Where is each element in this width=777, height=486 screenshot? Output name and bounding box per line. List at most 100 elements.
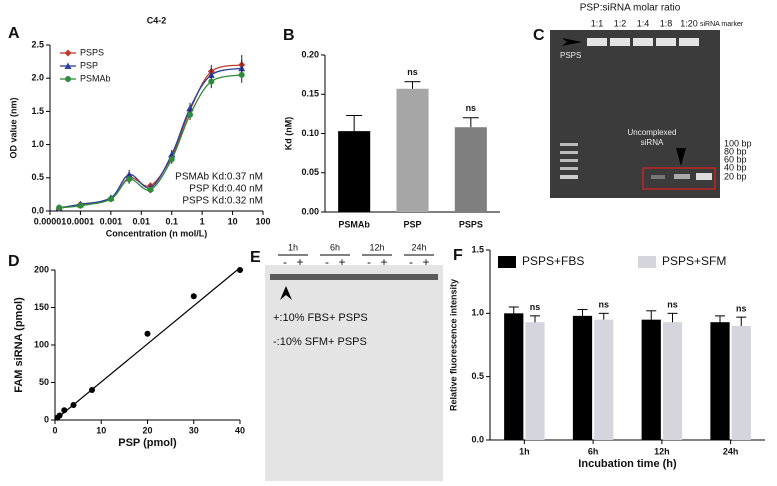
- arrow: [676, 148, 686, 166]
- y-tick-label: 150: [34, 302, 49, 312]
- y-axis-label: FAM siRNA (pmol): [13, 297, 25, 393]
- band: [679, 38, 699, 46]
- legend-label: PSP: [80, 60, 98, 70]
- point: [207, 71, 215, 78]
- x-tick-label: PSP: [403, 219, 421, 229]
- x-axis-label: Concentration (n mol/L): [106, 228, 208, 238]
- point: [208, 78, 215, 85]
- legend-label: PSPS: [80, 47, 104, 57]
- point: [77, 202, 84, 209]
- x-tick-label: 10: [228, 216, 238, 226]
- x-tick-label: 0: [52, 425, 57, 435]
- y-tick-label: 1.0: [31, 139, 44, 149]
- gel-title: PSP:siRNA molar ratio: [580, 3, 681, 14]
- significance: ns: [466, 103, 477, 113]
- x-tick-label: 0.01: [133, 216, 151, 226]
- gel-c: C PSP:siRNA molar ratio 1:1 1:2 1:4 1:8 …: [533, 3, 752, 198]
- sign: +: [422, 255, 429, 269]
- y-tick-label: 1.5: [471, 244, 484, 254]
- bar: [662, 322, 683, 440]
- y-axis-label: Relative fluorescence intensity: [448, 279, 458, 411]
- band: [560, 143, 578, 146]
- bar: [338, 131, 371, 212]
- point: [147, 186, 154, 193]
- fit-line: [54, 267, 241, 421]
- lane-label: 1:1: [591, 18, 604, 28]
- free-label: siRNA: [641, 138, 664, 147]
- legend-label: PSMAb: [80, 73, 111, 83]
- arrow: [280, 286, 292, 300]
- y-tick-label: 50: [39, 377, 49, 387]
- bar: [504, 313, 524, 440]
- significance: ns: [407, 67, 418, 77]
- band: [696, 173, 712, 180]
- annotation: PSPS Kd:0.32 nM: [182, 196, 263, 207]
- sign: +: [296, 255, 303, 269]
- panel-letter: B: [283, 27, 295, 44]
- bar: [525, 322, 545, 440]
- y-tick-label: 0.15: [301, 89, 319, 99]
- panel-letter: D: [8, 253, 20, 270]
- arrow-label: PSPS: [560, 51, 581, 60]
- y-tick-label: 200: [34, 264, 49, 274]
- y-tick-label: 0.00: [301, 206, 319, 216]
- x-tick-label: 100: [255, 216, 270, 226]
- point: [107, 196, 114, 203]
- band: [560, 175, 578, 179]
- legend-label: PSPS+FBS: [522, 254, 584, 268]
- lane-label: 1:8: [660, 18, 673, 28]
- y-tick-label: 2.5: [31, 39, 44, 49]
- point: [168, 156, 175, 163]
- significance: ns: [530, 302, 541, 312]
- bar: [710, 322, 730, 440]
- band: [610, 38, 630, 46]
- legend-swatch: [498, 256, 516, 268]
- sign: -: [283, 255, 287, 269]
- point: [61, 407, 68, 414]
- legend-text: +:10% FBS+ PSPS: [273, 312, 368, 324]
- y-axis-label: OD value (nm): [8, 97, 18, 158]
- point: [144, 330, 151, 337]
- marker-label: 100 bp: [724, 138, 752, 148]
- bar: [454, 127, 487, 212]
- y-tick-label: 1.0: [471, 308, 484, 318]
- y-tick-label: 0.0: [471, 434, 484, 444]
- y-tick-label: 0.5: [471, 371, 484, 381]
- band: [560, 167, 578, 170]
- significance: ns: [736, 304, 747, 314]
- time-label: 12h: [369, 242, 384, 252]
- x-tick-label: 0.00001: [34, 216, 67, 226]
- x-tick-label: 6h: [588, 446, 599, 456]
- y-tick-label: 2.0: [31, 73, 44, 83]
- x-axis-label: PSP (pmol): [118, 437, 177, 449]
- sign: -: [367, 255, 371, 269]
- gel-e: E 1h 6h 12h 24h - + - + - + - + +:10% FB…: [250, 242, 443, 481]
- time-label: 24h: [411, 242, 426, 252]
- panel-letter: F: [453, 247, 463, 264]
- bar: [572, 315, 593, 440]
- highlight-box: [642, 167, 716, 190]
- panel-letter: E: [250, 249, 261, 266]
- bar: [731, 326, 751, 440]
- y-tick-label: 0.0: [31, 205, 44, 215]
- band: [651, 175, 665, 179]
- arrow: [562, 38, 582, 46]
- legend-marker: [65, 76, 71, 82]
- band: [656, 38, 676, 46]
- marker-label: 40 bp: [724, 162, 747, 172]
- point: [237, 267, 243, 273]
- band: [674, 174, 690, 179]
- point: [126, 176, 133, 183]
- x-tick-label: 30: [189, 425, 199, 435]
- lane-label: 1:4: [637, 18, 650, 28]
- bar: [641, 319, 661, 440]
- time-label: 6h: [330, 242, 340, 252]
- x-axis-label: Incubation time (h): [578, 458, 677, 470]
- x-tick-label: PSPS: [459, 219, 483, 229]
- x-tick-label: 20: [142, 425, 152, 435]
- x-tick-label: 1h: [519, 446, 530, 456]
- lane-label: 1:2: [614, 18, 627, 28]
- panel-letter: C: [533, 27, 545, 44]
- y-tick-label: 0.05: [301, 167, 319, 177]
